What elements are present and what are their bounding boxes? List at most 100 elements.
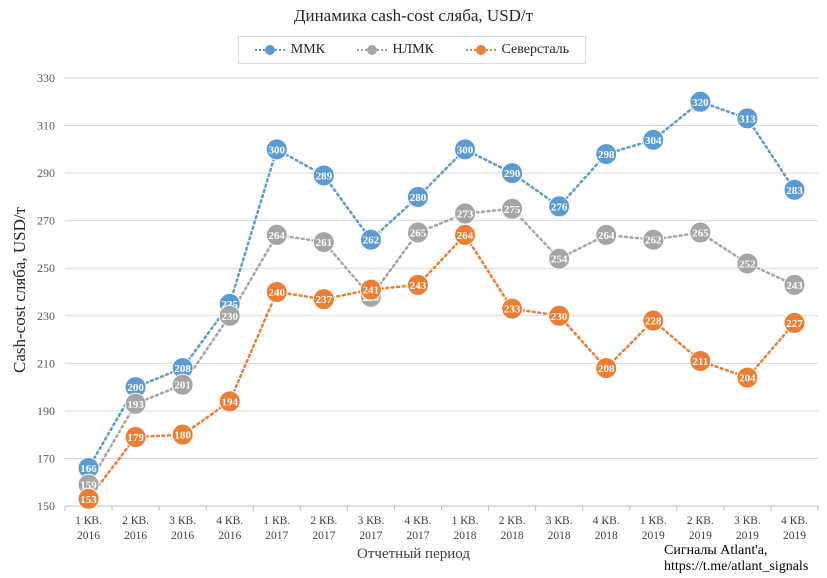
- x-tick-label: 1 КВ. 2016: [75, 515, 102, 542]
- data-label-mmk: 166: [80, 463, 97, 475]
- data-label-nlmk: 159: [80, 480, 97, 492]
- legend-item-mmk[interactable]: ММК: [254, 42, 325, 58]
- data-point-severstal: [218, 390, 241, 413]
- data-point-severstal: [359, 278, 382, 301]
- data-label-severstal: 243: [410, 280, 427, 292]
- data-label-severstal: 230: [551, 311, 568, 323]
- legend-item-severstal[interactable]: Северсталь: [465, 42, 570, 58]
- series-line-nlmk: [87, 207, 796, 486]
- legend-marker-severstal: [465, 45, 496, 55]
- x-tick-label: 3 КВ. 2017: [357, 515, 384, 542]
- data-label-nlmk: 230: [221, 311, 238, 323]
- x-tick-label: 4 КВ. 2018: [593, 515, 620, 542]
- legend-marker-nlmk: [356, 45, 387, 55]
- x-tick-label: 4 КВ. 2017: [405, 515, 432, 542]
- data-label-nlmk: 193: [127, 399, 144, 411]
- data-point-severstal: [642, 309, 665, 332]
- data-point-mmk: [265, 138, 288, 161]
- chart-legend: ММК НЛМК Северсталь: [238, 36, 586, 64]
- data-label-mmk: 300: [269, 144, 286, 156]
- data-label-severstal: 233: [504, 304, 521, 316]
- source-note: Сигналы Atlant'a, https://t.me/atlant_si…: [664, 543, 808, 575]
- data-label-mmk: 320: [692, 97, 709, 109]
- data-label-severstal: 237: [316, 294, 333, 306]
- data-point-nlmk: [736, 252, 759, 275]
- data-point-mmk: [736, 107, 759, 130]
- data-label-mmk: 313: [739, 113, 756, 125]
- data-label-severstal: 208: [598, 363, 615, 375]
- x-tick-label: 2 КВ. 2016: [122, 515, 149, 542]
- y-tick-label: 310: [37, 119, 55, 133]
- data-label-severstal: 194: [221, 396, 238, 408]
- source-link[interactable]: https://t.me/atlant_signals: [664, 559, 809, 574]
- data-label-severstal: 264: [457, 230, 474, 242]
- data-label-nlmk: 265: [410, 228, 427, 240]
- data-label-mmk: 262: [363, 235, 380, 247]
- x-tick-label: 2 КВ. 2019: [687, 515, 714, 542]
- y-tick-label: 250: [37, 261, 55, 275]
- data-label-severstal: 153: [80, 494, 97, 506]
- legend-marker-mmk: [254, 45, 285, 55]
- legend-label-mmk: ММК: [290, 42, 325, 57]
- data-point-severstal: [595, 357, 618, 380]
- data-point-severstal: [501, 297, 524, 320]
- data-label-nlmk: 273: [457, 209, 474, 221]
- data-label-nlmk: 254: [551, 254, 568, 266]
- data-label-nlmk: 243: [786, 280, 803, 292]
- data-point-severstal: [265, 281, 288, 303]
- x-tick-label: 1 КВ. 2018: [452, 515, 479, 542]
- legend-label-severstal: Северсталь: [501, 42, 570, 57]
- data-label-mmk: 300: [457, 144, 474, 156]
- data-point-severstal: [783, 311, 806, 334]
- x-tick-label: 1 КВ. 2019: [640, 515, 667, 542]
- data-point-nlmk: [689, 221, 712, 244]
- data-label-mmk: 304: [645, 135, 662, 147]
- series-line-severstal: [87, 232, 796, 501]
- data-label-severstal: 204: [739, 373, 756, 385]
- data-point-mmk: [642, 128, 665, 151]
- x-tick-label: 4 КВ. 2019: [781, 515, 808, 542]
- x-tick-label: 2 КВ. 2017: [310, 515, 337, 542]
- legend-item-nlmk[interactable]: НЛМК: [356, 42, 434, 58]
- data-point-severstal: [736, 366, 759, 389]
- data-point-severstal: [171, 423, 194, 446]
- data-label-nlmk: 252: [739, 258, 756, 270]
- y-tick-label: 150: [37, 499, 55, 513]
- data-point-mmk: [312, 164, 335, 187]
- source-line-1: Сигналы Atlant'a,: [664, 543, 768, 558]
- data-point-severstal: [77, 487, 100, 510]
- data-label-nlmk: 275: [504, 204, 521, 216]
- data-point-severstal: [124, 426, 147, 449]
- data-point-mmk: [689, 90, 712, 113]
- chart-title: Динамика cash-cost сляба, USD/т: [293, 6, 534, 25]
- data-label-severstal: 240: [269, 287, 286, 299]
- data-point-mmk: [454, 138, 477, 161]
- x-tick-label: 1 КВ. 2017: [263, 515, 290, 542]
- data-label-severstal: 241: [363, 285, 380, 297]
- data-label-mmk: 289: [316, 170, 333, 182]
- data-label-severstal: 211: [692, 356, 708, 368]
- data-point-nlmk: [406, 221, 429, 244]
- data-label-mmk: 276: [551, 201, 568, 213]
- data-label-severstal: 228: [645, 316, 662, 328]
- data-point-severstal: [406, 273, 429, 296]
- data-label-mmk: 298: [598, 149, 615, 161]
- data-label-nlmk: 264: [269, 230, 286, 242]
- y-tick-label: 290: [37, 166, 55, 180]
- data-label-nlmk: 262: [645, 235, 662, 247]
- data-point-nlmk: [171, 373, 194, 396]
- y-tick-label: 190: [37, 404, 55, 418]
- x-tick-label: 3 КВ. 2018: [546, 515, 573, 542]
- data-point-nlmk: [218, 304, 241, 327]
- data-point-nlmk: [783, 273, 806, 296]
- data-point-severstal: [312, 288, 335, 311]
- data-point-mmk: [595, 143, 618, 166]
- x-tick-label: 3 КВ. 2016: [169, 515, 196, 542]
- data-label-severstal: 227: [786, 318, 803, 330]
- data-point-nlmk: [265, 223, 288, 246]
- data-point-mmk: [406, 185, 429, 208]
- x-tick-label: 4 КВ. 2016: [216, 515, 243, 542]
- data-label-severstal: 180: [174, 430, 191, 442]
- data-label-nlmk: 264: [598, 230, 615, 242]
